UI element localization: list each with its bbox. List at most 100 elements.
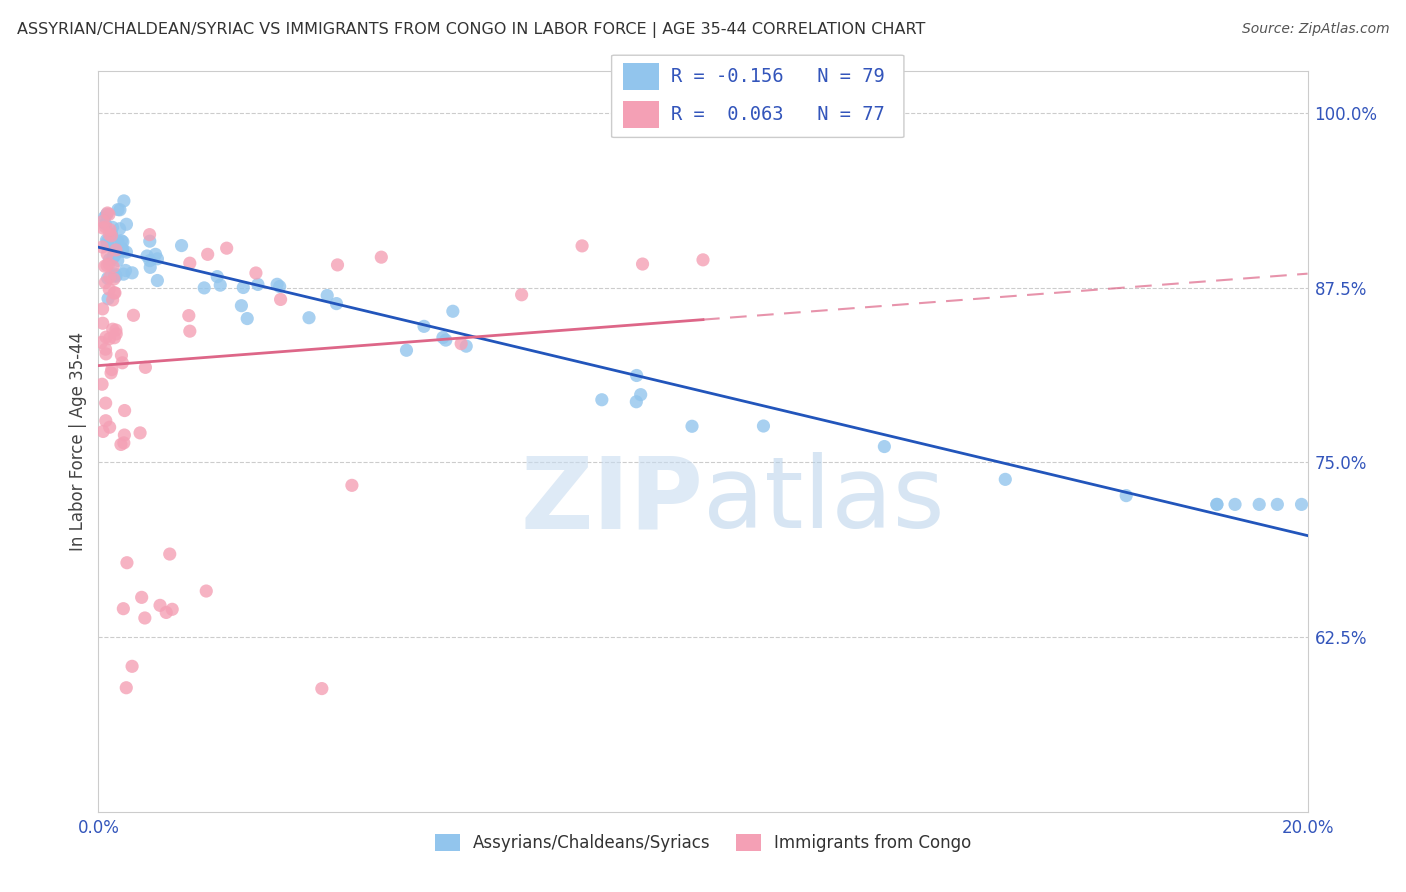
Point — [96, 206, 118, 220]
Point — [101, 252, 124, 266]
Point — [121, 266, 143, 280]
Point — [93, 210, 115, 224]
Point — [630, 387, 652, 401]
Point — [413, 319, 436, 334]
Bar — [623, 62, 659, 90]
Point — [96, 235, 118, 249]
Point — [105, 326, 128, 341]
Point — [432, 330, 454, 344]
Point — [326, 258, 349, 272]
Point — [104, 267, 127, 281]
Point — [98, 282, 121, 296]
Point — [170, 238, 193, 252]
Point — [110, 242, 132, 256]
Point — [98, 207, 121, 221]
Point — [115, 556, 138, 570]
Point — [752, 419, 775, 434]
Point — [115, 681, 138, 695]
Point — [108, 244, 131, 258]
Point — [91, 214, 114, 228]
Point — [1115, 489, 1137, 503]
Point — [994, 472, 1017, 486]
Point — [122, 308, 145, 322]
Point — [103, 285, 125, 300]
Point — [209, 278, 232, 293]
Point — [236, 311, 259, 326]
Point — [129, 425, 152, 440]
Point — [139, 253, 162, 268]
Point — [108, 202, 131, 217]
Point — [96, 207, 118, 221]
Point — [101, 293, 124, 307]
Point — [101, 220, 124, 235]
Point — [96, 247, 118, 261]
Point — [159, 547, 181, 561]
Point — [245, 266, 267, 280]
Point — [179, 256, 201, 270]
Point — [104, 269, 127, 284]
Point — [98, 270, 121, 285]
Point — [231, 299, 253, 313]
Point — [298, 310, 321, 325]
Text: ASSYRIAN/CHALDEAN/SYRIAC VS IMMIGRANTS FROM CONGO IN LABOR FORCE | AGE 35-44 COR: ASSYRIAN/CHALDEAN/SYRIAC VS IMMIGRANTS F… — [17, 22, 925, 38]
Point — [456, 339, 478, 353]
Point — [94, 219, 117, 234]
Point — [112, 267, 135, 281]
Point — [266, 277, 288, 292]
Point — [115, 245, 138, 260]
Point — [98, 227, 121, 242]
Point — [111, 235, 134, 249]
Point — [98, 252, 121, 267]
Point — [138, 227, 160, 242]
Point — [139, 260, 162, 275]
FancyBboxPatch shape — [612, 55, 904, 137]
Point — [246, 277, 269, 292]
Point — [193, 281, 215, 295]
Point — [434, 333, 457, 347]
Point — [112, 435, 135, 450]
Point — [134, 360, 156, 375]
Point — [626, 394, 648, 409]
Point — [107, 234, 129, 248]
Text: ZIP: ZIP — [520, 452, 703, 549]
Point — [155, 606, 177, 620]
Point — [110, 234, 132, 248]
Point — [111, 242, 134, 256]
Point — [146, 252, 169, 266]
Y-axis label: In Labor Force | Age 35-44: In Labor Force | Age 35-44 — [69, 332, 87, 551]
Point — [136, 249, 159, 263]
Point — [160, 602, 183, 616]
Point — [1206, 497, 1229, 511]
Point — [1267, 497, 1289, 511]
Point — [91, 377, 114, 392]
Point — [139, 234, 162, 248]
Point — [100, 366, 122, 380]
Point — [108, 221, 131, 235]
Point — [370, 250, 392, 264]
Point — [101, 260, 124, 274]
Point — [94, 217, 117, 231]
Point — [94, 342, 117, 356]
Point — [104, 243, 127, 257]
Point — [207, 269, 229, 284]
Point — [91, 425, 114, 439]
Point — [114, 403, 136, 417]
Point — [98, 332, 121, 346]
Point — [395, 343, 418, 358]
Point — [101, 322, 124, 336]
Point — [90, 335, 112, 350]
Point — [103, 247, 125, 261]
Point — [94, 330, 117, 344]
Point — [97, 257, 120, 271]
Point — [103, 272, 125, 286]
Point — [105, 243, 128, 257]
Point — [441, 304, 464, 318]
Point — [316, 288, 339, 302]
Point — [103, 249, 125, 263]
Point — [110, 437, 132, 451]
Point — [110, 348, 132, 362]
Point — [107, 202, 129, 217]
Point — [450, 336, 472, 351]
Point — [104, 285, 127, 300]
Point — [98, 222, 121, 236]
